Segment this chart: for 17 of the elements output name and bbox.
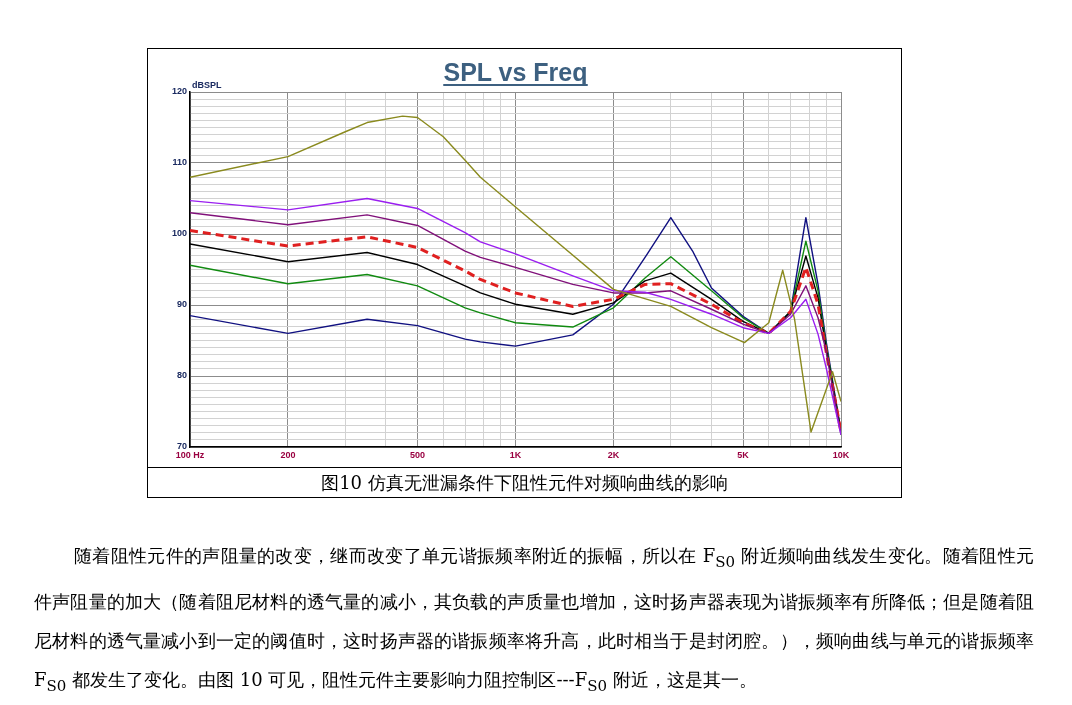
x-tick-label: 5K [737,449,750,460]
caption: 图10 仿真无泄漏条件下阻性元件对频响曲线的影响 [147,467,902,498]
chart-title: SPL vs Freq [443,58,588,86]
x-tick-label: 100 Hz [175,449,205,460]
x-tick-label: 2K [607,449,620,460]
x-tick-label: 500 [410,449,426,460]
y-tick-label: 110 [172,157,187,168]
y-tick-label: 100 [171,228,187,239]
x-tick-label: 1K [509,449,522,460]
x-tick-label: 10K [832,449,850,460]
y-tick-label: 90 [176,299,187,310]
y-tick-label: 70 [176,441,187,452]
y-axis-title: dBSPL [192,79,222,90]
y-tick-label: 120 [171,86,187,97]
y-tick-label: 80 [176,370,187,381]
x-tick-label: 200 [280,449,296,460]
text: 随着阻性元件的声阻量的改变，继而改变了单元谐振频率附近的振幅，所以在 F$_{S0}$ 附近频响曲线发生变化。随着阻性元件声阻量的加大（随着阻尼材料的透气量的减小，其负载的声质量也增加，这时扬声器表现为谐振频率有所降低；但是随着阻尼材料的透气量减小到一定的阈值时，这时扬声器的谐振频率将升高，此时相当于是封闭腔。），频响曲线与单元的谐振频率 F$_{S0}$ 都发生了变化。由图 10 可见，阻性元件主要影响力阻控制区---F$_{S0}$ 附近，这是其一。 [34,545,1034,695]
